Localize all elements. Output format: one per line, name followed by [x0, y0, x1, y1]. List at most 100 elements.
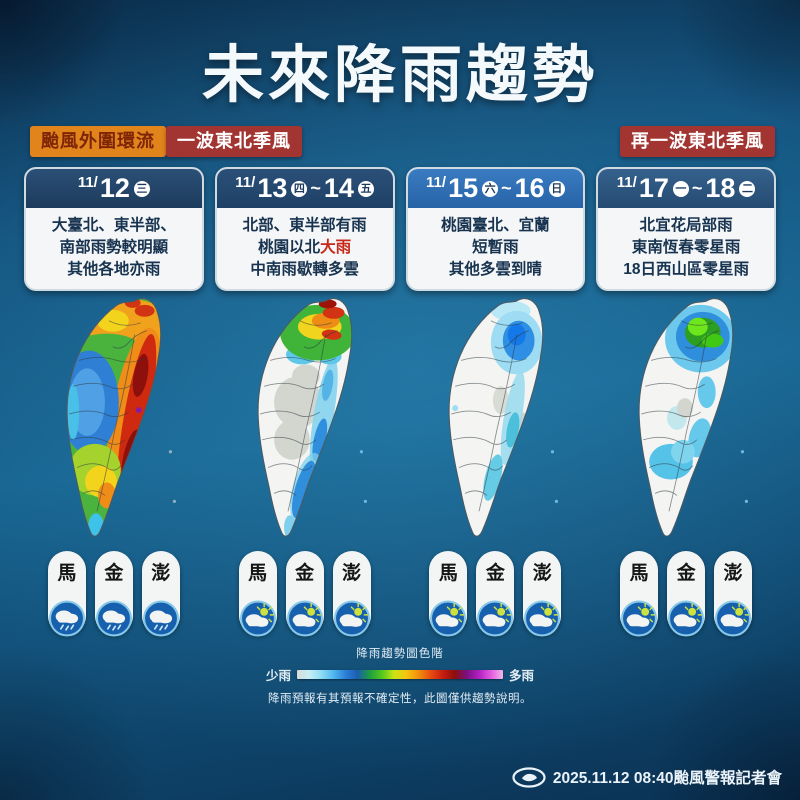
forecast-line: 18日西山區零星雨 [623, 261, 749, 278]
offshore-kinmen: 金 [667, 551, 706, 637]
date-header-1: 11/ 12 三 [26, 169, 202, 208]
offshore-matsu: 馬 [238, 551, 277, 637]
date-month: 11/ [616, 174, 637, 191]
partly-sunny-icon [333, 600, 370, 637]
weekday-circle: 日 [548, 180, 565, 197]
date-range-tilde: ~ [501, 178, 512, 198]
offshore-matsu: 馬 [620, 551, 659, 637]
heavy-rain-highlight: 大雨 [320, 239, 352, 256]
rain-legend: 降雨趨勢圖色階 少雨 多雨 降雨預報有其預報不確定性，此圖僅供趨勢說明。 [255, 645, 545, 706]
forecast-line: 北宜花局部雨 [639, 217, 733, 234]
infographic-root: 未來降雨趨勢 颱風外圍環流 一波東北季風 再一波東北季風 11/ 12 三 大臺… [24, 41, 776, 706]
date-month: 11/ [77, 174, 98, 191]
weekday-circle: 一 [672, 180, 689, 197]
forecast-line: 其他多雲到晴 [448, 261, 542, 278]
partly-sunny-icon [621, 600, 658, 637]
offshore-islands-row-1: 馬 金 澎 [24, 551, 204, 641]
rain-icon [142, 600, 179, 637]
date-month: 11/ [235, 174, 256, 191]
offshore-penghu: 澎 [523, 551, 562, 637]
offshore-penghu: 澎 [714, 551, 753, 637]
forecast-panel-4: 11/ 17 一 ~ 18 二 北宜花局部雨 東南恆春零星雨 18日西山區零星雨 [596, 167, 776, 641]
taiwan-rainfall-map-2 [215, 291, 395, 549]
offshore-matsu: 馬 [47, 551, 86, 637]
offshore-kinmen: 金 [285, 551, 324, 637]
partly-sunny-icon [430, 600, 467, 637]
forecast-line: 其他各地亦雨 [67, 261, 161, 278]
weekday-circle: 六 [482, 180, 499, 197]
forecast-card-2: 11/ 13 四 ~ 14 五 北部、東半部有雨 桃園以北大雨 中南雨歇轉多雲 [214, 167, 395, 291]
date-day: 12 [99, 173, 130, 203]
weekday-circle: 四 [291, 180, 308, 197]
date-header-3: 11/ 15 六 ~ 16 日 [407, 169, 584, 208]
forecast-panel-1: 11/ 12 三 大臺北、東半部、 南部雨勢較明顯 其他各地亦雨 [24, 167, 204, 641]
legend-title: 降雨趨勢圖色階 [356, 648, 444, 660]
offshore-label: 金 [295, 563, 315, 584]
date-day: 17 [638, 173, 669, 203]
forecast-line: 北部、東半部有雨 [242, 217, 367, 234]
forecast-line: 中南雨歇轉多雲 [250, 261, 359, 278]
page-title: 未來降雨趨勢 [201, 41, 598, 110]
partly-sunny-icon [286, 600, 323, 637]
forecast-card-1: 11/ 12 三 大臺北、東半部、 南部雨勢較明顯 其他各地亦雨 [24, 167, 204, 291]
forecast-panel-3: 11/ 15 六 ~ 16 日 桃園臺北、宜蘭 短暫雨 其他多雲到晴 [405, 167, 586, 641]
forecast-line: 東南恆春零星雨 [631, 239, 741, 256]
weekday-circle: 三 [133, 180, 150, 197]
forecast-line: 大臺北、東半部、 [51, 217, 176, 234]
offshore-islands-row-3: 馬 金 澎 [406, 551, 586, 641]
taiwan-rainfall-map-4 [596, 291, 776, 549]
taiwan-rainfall-map-3 [406, 291, 586, 549]
offshore-label: 金 [485, 563, 505, 584]
offshore-islands-row-2: 馬 金 澎 [215, 551, 395, 641]
legend-gradient-bar [297, 670, 503, 679]
footer-credit: 2025.11.12 08:40颱風警報記者會 [512, 766, 782, 788]
partly-sunny-icon [239, 600, 276, 637]
forecast-line: 短暫雨 [472, 239, 519, 256]
date-range-tilde: ~ [310, 178, 321, 198]
legend-disclaimer: 降雨預報有其預報不確定性，此圖僅供趨勢說明。 [268, 693, 532, 705]
offshore-label: 澎 [342, 563, 362, 584]
legend-less-label: 少雨 [265, 669, 291, 683]
tag-first-northeast-monsoon: 一波東北季風 [166, 126, 302, 157]
date-day: 14 [323, 173, 354, 203]
offshore-label: 馬 [248, 563, 268, 584]
weather-system-tags-row: 颱風外圍環流 一波東北季風 再一波東北季風 [24, 126, 776, 157]
offshore-label: 金 [104, 563, 124, 584]
offshore-islands-row-4: 馬 金 澎 [596, 551, 776, 641]
partly-sunny-icon [668, 600, 705, 637]
forecast-text-3: 桃園臺北、宜蘭 短暫雨 其他多雲到晴 [408, 208, 584, 289]
offshore-label: 澎 [151, 563, 171, 584]
rain-icon [48, 600, 85, 637]
weekday-circle: 二 [739, 180, 756, 197]
offshore-penghu: 澎 [332, 551, 371, 637]
tag-second-northeast-monsoon: 再一波東北季風 [620, 126, 775, 157]
offshore-label: 馬 [438, 563, 458, 584]
offshore-label: 馬 [57, 563, 77, 584]
forecast-line: 桃園以北大雨 [219, 237, 391, 259]
legend-scale-row: 少雨 多雨 [255, 665, 545, 684]
offshore-label: 馬 [629, 563, 649, 584]
date-day: 18 [705, 173, 736, 203]
offshore-kinmen: 金 [94, 551, 133, 637]
forecast-line: 桃園臺北、宜蘭 [441, 217, 550, 234]
partly-sunny-icon [715, 600, 752, 637]
forecast-card-3: 11/ 15 六 ~ 16 日 桃園臺北、宜蘭 短暫雨 其他多雲到晴 [405, 167, 586, 291]
rain-icon [95, 600, 132, 637]
forecast-panel-2: 11/ 13 四 ~ 14 五 北部、東半部有雨 桃園以北大雨 中南雨歇轉多雲 [214, 167, 395, 641]
forecast-card-4: 11/ 17 一 ~ 18 二 北宜花局部雨 東南恆春零星雨 18日西山區零星雨 [596, 167, 776, 291]
partly-sunny-icon [524, 600, 561, 637]
offshore-matsu: 馬 [429, 551, 468, 637]
offshore-label: 金 [676, 563, 696, 584]
forecast-line-part: 桃園以北 [258, 239, 321, 256]
date-day: 15 [448, 173, 479, 203]
tag-typhoon-circulation: 颱風外圍環流 [30, 126, 166, 157]
offshore-penghu: 澎 [141, 551, 180, 637]
taiwan-rainfall-map-1 [24, 291, 204, 549]
weekday-circle: 五 [357, 180, 374, 197]
offshore-kinmen: 金 [476, 551, 515, 637]
partly-sunny-icon [477, 600, 514, 637]
offshore-label: 澎 [723, 563, 743, 584]
footer-text: 2025.11.12 08:40颱風警報記者會 [552, 770, 782, 787]
forecast-text-2: 北部、東半部有雨 桃園以北大雨 中南雨歇轉多雲 [217, 208, 393, 289]
date-day: 16 [514, 173, 545, 203]
